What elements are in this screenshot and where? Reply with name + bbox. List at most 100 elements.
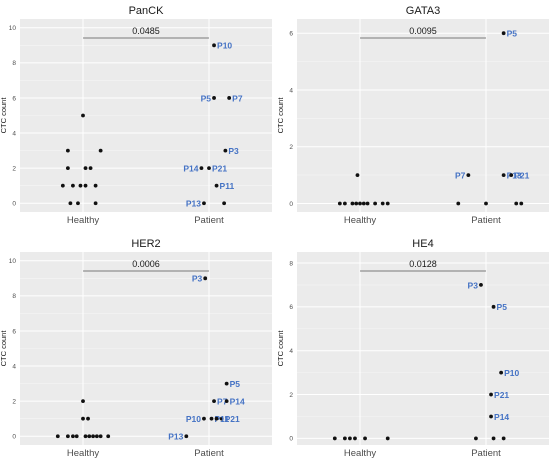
data-point — [456, 201, 461, 206]
data-point — [212, 399, 216, 404]
data-point — [202, 201, 206, 206]
y-tick-label: 4 — [289, 348, 293, 355]
p-value-label: 0.0095 — [409, 26, 437, 36]
y-tick-label: 4 — [12, 363, 16, 370]
point-label-p21: P21 — [225, 414, 240, 424]
data-point — [98, 434, 103, 439]
y-tick-label: 2 — [289, 392, 293, 399]
y-tick-label: 10 — [9, 258, 17, 265]
data-point — [491, 436, 496, 441]
data-point — [93, 183, 98, 188]
data-point — [81, 416, 85, 421]
panel-he4: 0 2 4 6 8 HE4 CTC count Healthy Patient 0.0128 P3 P… — [276, 238, 549, 459]
data-point — [224, 399, 229, 404]
data-point — [93, 201, 98, 206]
data-point — [519, 201, 524, 206]
data-point — [207, 166, 211, 171]
data-point — [81, 113, 85, 118]
x-tick-label-patient: Patient — [194, 215, 224, 226]
data-point — [354, 201, 359, 206]
point-label-p5: P5 — [497, 302, 508, 312]
data-point — [332, 436, 337, 441]
panel-her2: 0 2 4 6 8 10 HER2 CTC count Healthy Patient 0.0006… — [0, 238, 272, 459]
data-point — [491, 304, 496, 309]
x-tick-label-healthy: Healthy — [344, 215, 376, 226]
data-point — [223, 148, 228, 153]
y-tick-label: 0 — [12, 434, 16, 441]
data-point — [74, 434, 79, 439]
panel-panck: 0 2 4 6 8 10 PanCK CTC count Healthy Patient 0.048… — [0, 5, 272, 226]
x-tick-label-healthy: Healthy — [344, 448, 376, 459]
data-point — [385, 436, 390, 441]
data-point — [342, 201, 347, 206]
data-point — [91, 434, 95, 439]
data-point — [55, 434, 60, 439]
data-point — [199, 166, 204, 171]
data-point — [501, 436, 506, 441]
p-value-label: 0.0485 — [132, 26, 160, 36]
data-point — [203, 276, 208, 281]
point-label-p3: P3 — [468, 280, 479, 290]
y-axis-label: CTC count — [0, 97, 8, 134]
data-point — [353, 436, 357, 441]
point-label-p14: P14 — [230, 397, 245, 407]
data-point — [94, 434, 99, 439]
y-tick-label: 2 — [289, 144, 293, 151]
point-label-p7: P7 — [455, 171, 466, 181]
data-point — [60, 183, 65, 188]
point-label-p21: P21 — [494, 390, 509, 400]
data-point — [466, 173, 471, 178]
data-point — [65, 166, 70, 171]
y-axis-label: CTC count — [276, 97, 285, 134]
y-tick-label: 4 — [12, 130, 16, 137]
data-point — [212, 96, 216, 100]
data-point — [337, 201, 342, 206]
panel-title: HE4 — [412, 238, 433, 250]
plot-background — [297, 252, 549, 445]
data-point — [106, 434, 111, 439]
data-point — [65, 434, 70, 439]
panel-title: GATA3 — [406, 5, 440, 17]
y-tick-label: 2 — [12, 398, 16, 405]
data-point — [68, 201, 73, 206]
data-point — [509, 173, 514, 178]
point-label-p10: P10 — [217, 41, 232, 51]
data-point — [501, 173, 506, 178]
point-label-p7: P7 — [217, 397, 228, 407]
p-value-label: 0.0006 — [132, 259, 160, 269]
p-value-label: 0.0128 — [409, 259, 437, 269]
data-point — [358, 201, 362, 206]
x-tick-label-healthy: Healthy — [67, 215, 99, 226]
point-label-p5: P5 — [507, 29, 518, 39]
y-tick-label: 6 — [12, 328, 16, 335]
point-label-p11: P11 — [215, 414, 230, 424]
point-label-p3: P3 — [192, 274, 203, 284]
y-tick-label: 6 — [289, 30, 293, 37]
data-point — [81, 399, 85, 404]
data-point — [71, 434, 75, 439]
data-point — [212, 43, 216, 48]
data-point — [514, 201, 519, 206]
y-tick-label: 6 — [289, 304, 293, 311]
y-tick-label: 4 — [289, 87, 293, 94]
data-point — [184, 434, 189, 439]
data-point — [499, 370, 504, 375]
data-point — [227, 96, 232, 100]
point-label-p5: P5 — [201, 93, 212, 103]
data-point — [484, 201, 488, 206]
point-label-p14: P14 — [183, 164, 198, 174]
data-point — [209, 416, 214, 421]
data-point — [98, 148, 103, 153]
data-point — [342, 436, 347, 441]
point-label-p13: P13 — [168, 432, 183, 442]
data-point — [202, 416, 206, 421]
data-point — [65, 148, 70, 153]
y-tick-label: 10 — [9, 25, 17, 32]
data-point — [365, 201, 370, 206]
point-label-p10: P10 — [186, 414, 201, 424]
data-point — [380, 201, 385, 206]
data-point — [214, 183, 219, 188]
data-point — [489, 392, 493, 397]
x-tick-label-patient: Patient — [471, 215, 501, 226]
